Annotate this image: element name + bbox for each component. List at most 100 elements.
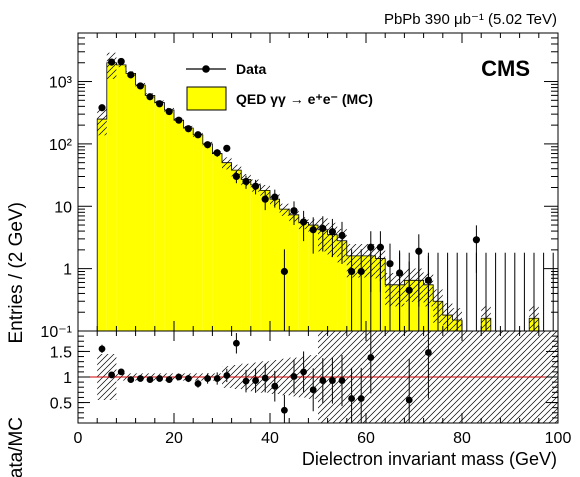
mc-histogram-bar: [116, 64, 126, 331]
data-point: [261, 195, 269, 203]
x-tick-label: 20: [165, 430, 183, 447]
mc-histogram-bar: [241, 179, 251, 331]
ratio-point: [156, 375, 164, 382]
data-point: [127, 71, 135, 79]
ratio-point: [300, 368, 307, 376]
mc-histogram-bar: [193, 134, 203, 331]
ratio-point: [309, 386, 317, 394]
mc-histogram-bar: [298, 222, 309, 331]
ratio-point: [137, 375, 144, 382]
data-point: [184, 125, 192, 133]
ratio-point: [261, 374, 269, 382]
mc-histogram-bar: [126, 73, 136, 331]
data-point: [300, 218, 308, 226]
mc-histogram-bar: [154, 102, 165, 331]
data-point: [328, 228, 336, 236]
mc-histogram-bar: [337, 240, 347, 331]
mc-histogram-bar: [135, 84, 146, 331]
mc-uncertainty-band: [260, 184, 270, 198]
legend-entry-data: Data: [186, 61, 267, 77]
ratio-point: [252, 377, 259, 384]
x-tick-label: 100: [545, 430, 572, 447]
ratio-point: [329, 377, 336, 384]
data-point: [338, 231, 346, 240]
mc-histogram-bar: [289, 214, 299, 331]
mc-histogram-bar: [260, 190, 270, 331]
data-point: [252, 182, 260, 190]
data-point: [472, 236, 480, 244]
lumi-label: PbPb 390 μb⁻¹ (5.02 TeV): [384, 11, 557, 28]
ratio-point: [271, 382, 279, 390]
y-tick-label: 10: [54, 199, 72, 216]
ratio-y-tick-label: 1: [63, 370, 72, 387]
data-point: [136, 82, 144, 90]
ratio-axes: 0.5 1 1.5 0 20 40 60 80 100: [50, 331, 572, 447]
ratio-point: [348, 395, 355, 402]
mc-histogram-bar: [212, 153, 222, 331]
mc-histogram-bar: [270, 199, 280, 331]
data-point: [309, 226, 317, 234]
data-point: [348, 267, 356, 276]
mc-uncertainty-band: [231, 164, 242, 177]
mc-histogram-bar: [164, 109, 174, 331]
ratio-point: [194, 380, 202, 388]
ratio-point: [146, 376, 154, 383]
ratio-plot-area: [78, 331, 558, 423]
data-point: [146, 93, 154, 101]
ratio-point: [108, 371, 115, 379]
y-tick-label: 10⁻¹: [40, 324, 72, 341]
ratio-y-tick-label: 1.5: [50, 344, 72, 361]
legend-mc-label: QED γγ → e⁺e⁻ (MC): [236, 91, 373, 107]
data-point: [386, 260, 394, 268]
data-point: [165, 107, 173, 116]
ratio-point: [117, 368, 125, 376]
mc-uncertainty-band: [106, 52, 117, 79]
mc-histogram-bar: [250, 184, 261, 331]
data-point: [424, 276, 432, 284]
data-point: [396, 269, 404, 277]
data-point: [98, 104, 106, 112]
ratio-point: [213, 375, 221, 382]
mc-histogram-bar: [97, 119, 107, 332]
data-point: [117, 57, 125, 66]
x-tick-label: 40: [261, 430, 279, 447]
main-y-axis: 10⁻¹ 1 10 10² 10³: [40, 32, 559, 341]
y-tick-label: 1: [63, 262, 72, 279]
ratio-point: [425, 349, 432, 356]
x-tick-label: 80: [453, 430, 471, 447]
mc-histogram-bar: [327, 234, 338, 331]
ratio-point: [127, 376, 135, 383]
data-point: [376, 243, 384, 251]
data-point: [290, 207, 298, 215]
ratio-point: [357, 395, 365, 402]
ratio-point: [165, 376, 173, 383]
experiment-label: CMS: [481, 56, 530, 81]
main-y-axis-title: Entries / (2 GeV): [6, 202, 27, 344]
legend-entry-mc: QED γγ → e⁺e⁻ (MC): [186, 86, 373, 111]
data-point: [213, 149, 221, 157]
data-point: [175, 116, 183, 124]
mc-histogram-bar: [222, 162, 232, 331]
data-point: [194, 131, 202, 139]
ratio-point: [204, 375, 212, 382]
ratio-point: [175, 373, 183, 381]
ratio-y-axis-title: Data/MC: [6, 417, 27, 477]
ratio-point: [338, 377, 346, 384]
legend-mc-swatch: [186, 86, 227, 111]
data-point: [357, 267, 365, 276]
ratio-point: [319, 377, 327, 384]
mc-histogram-bar: [145, 95, 155, 331]
mc-histogram-bar: [231, 170, 242, 331]
ratio-point: [185, 375, 192, 382]
main-plot-area: [96, 52, 558, 332]
data-point: [242, 177, 250, 186]
data-point: [405, 286, 413, 294]
data-point: [280, 267, 288, 276]
x-tick-label: 0: [74, 430, 83, 447]
ratio-point: [290, 373, 298, 380]
mc-uncertainty-band: [279, 203, 290, 216]
mc-uncertainty-band: [97, 109, 107, 136]
mc-uncertainty-band: [222, 157, 232, 170]
data-point: [415, 247, 423, 255]
ratio-point: [281, 406, 288, 414]
